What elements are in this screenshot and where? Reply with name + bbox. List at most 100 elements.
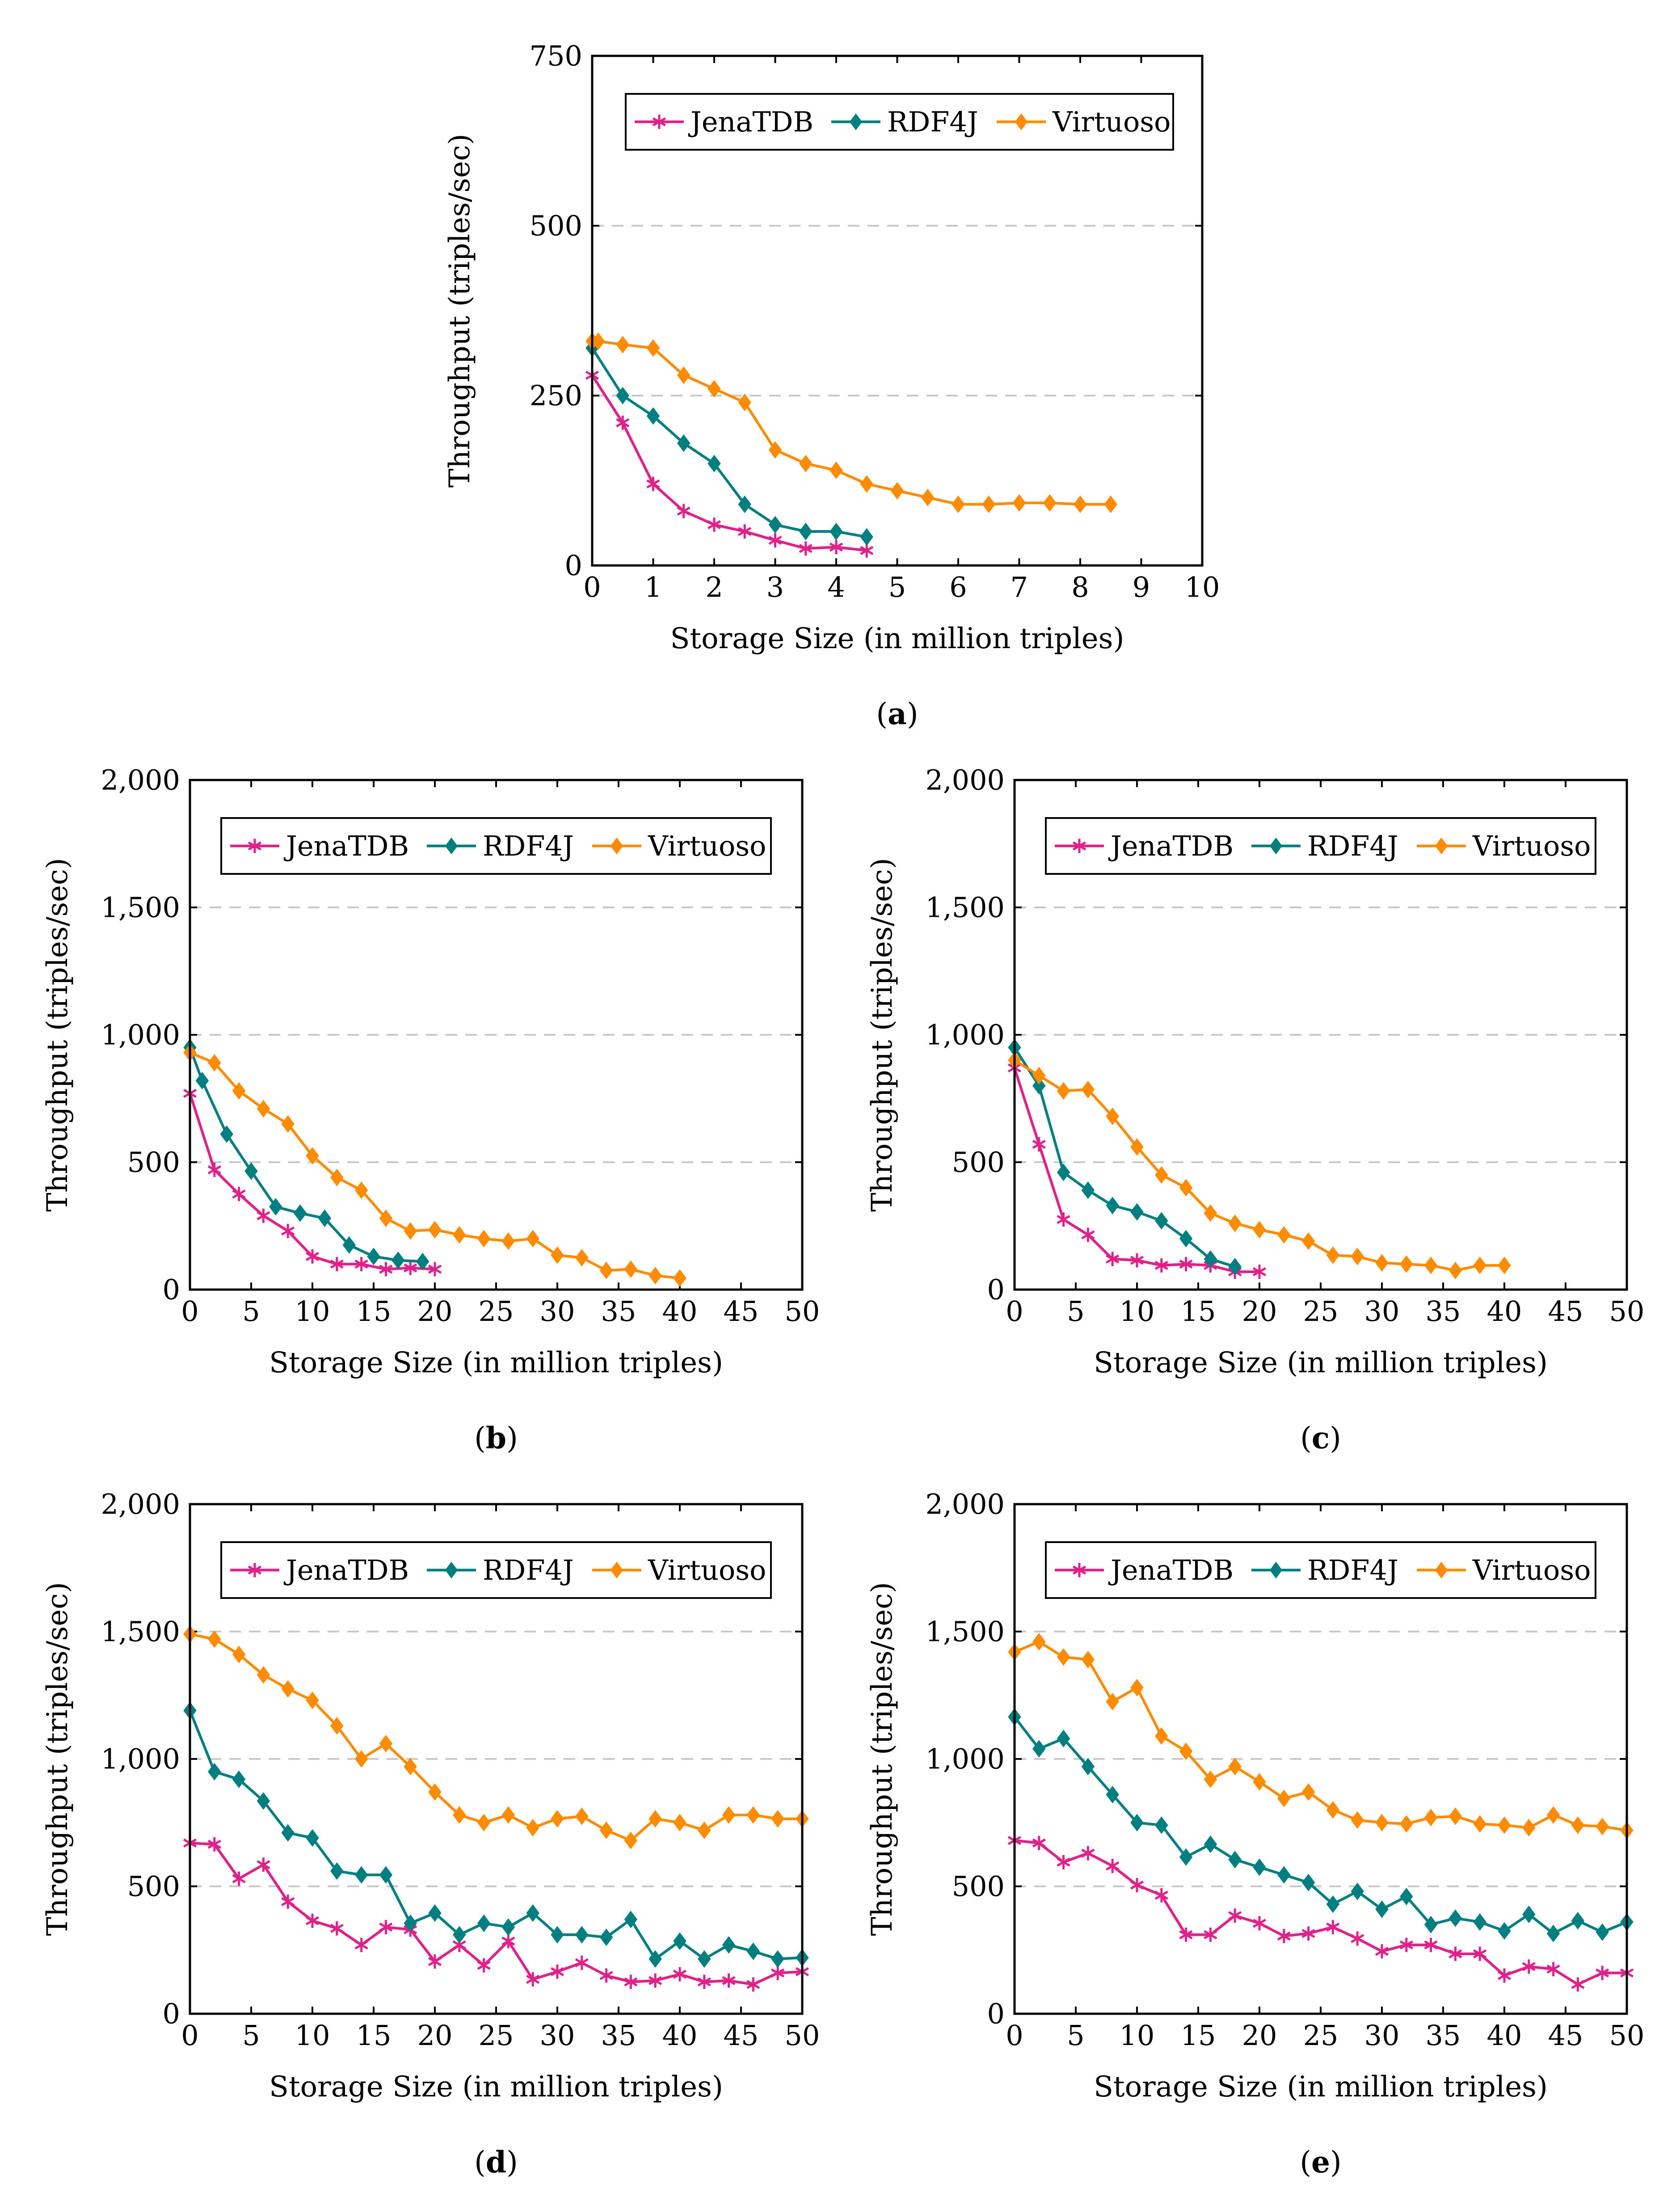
legend-item-jenatdb: JenaTDB [1055,830,1234,862]
data-point [673,1932,686,1950]
series-rdf4j [183,1038,429,1270]
panel-caption-letter: b [486,1421,506,1455]
data-point [1301,1926,1315,1941]
data-point [1179,1179,1193,1197]
data-point [648,1973,662,1988]
plot-frame [591,55,1204,567]
y-tick-label: 1,000 [926,1019,1005,1051]
data-point [648,1266,662,1285]
data-point [1228,1758,1242,1775]
data-point [1424,1257,1438,1274]
panel-caption: (c) [1300,1421,1341,1455]
data-point [1130,1138,1144,1156]
data-point [232,1082,246,1100]
legend-marker-virtuoso [1435,837,1448,855]
data-point [1375,1254,1389,1272]
y-tick-label: 1,000 [101,1743,181,1775]
data-point [1424,1915,1438,1934]
data-point [1596,1923,1609,1941]
gridlines [190,1631,802,1887]
data-point [220,1125,233,1143]
x-tick-label: 0 [583,571,601,603]
data-point [673,1967,687,1982]
data-point [599,1821,613,1839]
data-point [207,1837,221,1851]
data-point [677,504,691,519]
data-point [306,1829,319,1847]
legend-marker-rdf4j [1269,1561,1283,1579]
legend-item-virtuoso: Virtuoso [1417,830,1591,862]
y-tick-label: 0 [565,549,582,582]
legend-label-jenatdb: JenaTDB [283,1554,409,1586]
data-point [1301,1873,1315,1892]
data-point [599,1928,613,1946]
y-axis-label: Throughput (triples/sec) [41,1582,74,1936]
data-point [1081,1846,1095,1860]
y-tick-label: 1,000 [926,1743,1005,1775]
y-tick-label: 1,000 [101,1019,181,1051]
legend-box [220,1541,772,1599]
data-point [1032,1067,1046,1084]
legend-label-rdf4j: RDF4J [483,830,574,862]
data-point [698,1950,711,1968]
x-tick-label: 0 [1006,2019,1023,2052]
data-point [799,541,813,556]
legend-marker-virtuoso [1015,113,1028,131]
series-layer [183,1625,809,1992]
data-point [404,1914,417,1932]
data-point [1375,1944,1389,1959]
data-point [1473,1257,1486,1274]
y-tick-label: 2,000 [101,1488,181,1521]
y-tick-label: 2,000 [101,764,181,797]
series-line-rdf4j [189,1047,423,1263]
data-point [722,1973,736,1988]
data-point [624,1831,638,1850]
x-axis-ticks: 0 5 10 15 20 25 30 35 40 45 50 [1006,780,1644,1328]
data-point [281,1894,295,1909]
legend-marker-virtuoso [610,1561,623,1579]
data-point [305,1249,320,1264]
data-point [1032,1740,1046,1758]
legend-label-virtuoso: Virtuoso [1052,105,1171,138]
series-line-jenatdb [591,374,867,552]
y-tick-label: 500 [127,1870,180,1903]
data-point [379,1735,393,1753]
data-point [1130,1813,1144,1832]
legend-marker-rdf4j [445,837,458,855]
series-virtuoso [585,332,1117,513]
x-tick-label: 5 [242,1295,260,1328]
legend-box [625,93,1174,151]
data-point [1204,1204,1217,1222]
y-axis-ticks: 0 250 500 750 [530,40,1202,582]
data-point [1253,1858,1266,1876]
data-point [1204,1927,1217,1942]
data-point [428,1221,442,1239]
x-tick-label: 30 [1364,1295,1400,1328]
data-point [1498,1922,1511,1940]
x-tick-label: 0 [1006,1295,1023,1328]
x-tick-label: 4 [827,571,845,603]
panel-caption: (a) [876,696,918,731]
data-point [1424,1938,1438,1952]
legend-label-virtuoso: Virtuoso [1472,1554,1591,1586]
legend-item-virtuoso: Virtuoso [592,1554,766,1586]
data-point [477,1813,491,1832]
plot-frame [1013,779,1628,1291]
x-tick-label: 20 [417,2019,453,2052]
panel-caption-letter: a [888,696,907,731]
data-point [501,1806,515,1824]
data-point [501,1232,515,1250]
data-point [771,1810,784,1828]
data-point [697,1974,711,1989]
x-tick-label: 40 [1487,1295,1522,1328]
data-point [722,1806,736,1824]
data-point [648,1950,662,1968]
data-point [1106,1252,1120,1266]
data-point [404,1222,417,1240]
gridlines [1015,1631,1627,1887]
x-tick-label: 0 [181,2019,198,2052]
x-tick-label: 35 [1426,1295,1461,1328]
chart-panel-e: 0 500 1,000 1,500 2,000 0 5 10 15 20 25 30 35 40 45 50… [866,1488,1644,2180]
data-point [1057,1855,1070,1869]
series-line-rdf4j [591,347,867,539]
